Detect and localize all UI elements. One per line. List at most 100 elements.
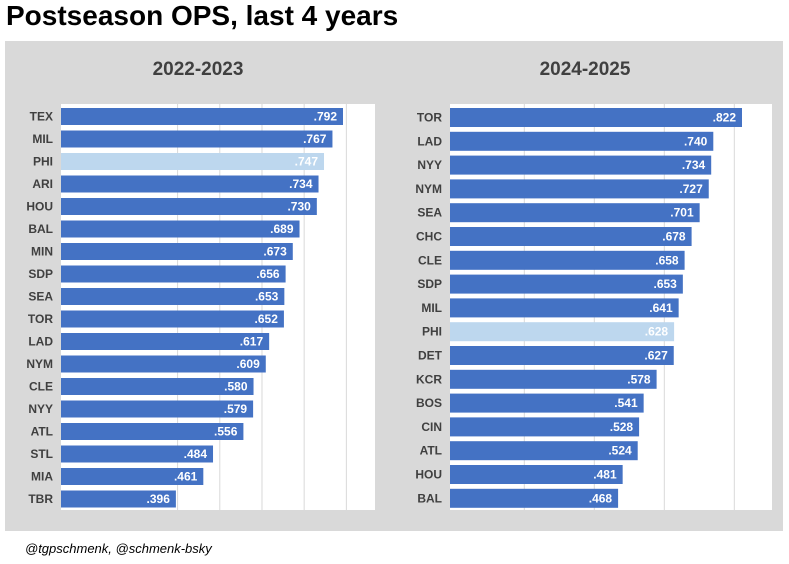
data-label: .396 <box>147 492 171 506</box>
tick-label: BOS <box>416 396 442 410</box>
bar-tbr <box>61 490 176 508</box>
tick-label: TOR <box>417 111 442 125</box>
tick-label: NYM <box>26 357 53 371</box>
data-label: .556 <box>214 425 238 439</box>
plot-area <box>61 104 375 510</box>
bar-cle <box>61 378 254 395</box>
tick-label: SDP <box>417 277 442 291</box>
tick-label: ARI <box>32 177 53 191</box>
bar-tor <box>61 310 284 328</box>
data-label: .653 <box>653 277 677 291</box>
data-label: .652 <box>255 312 279 326</box>
page-title: Postseason OPS, last 4 years <box>6 0 399 31</box>
bar-nyy <box>450 155 712 175</box>
tick-label: STL <box>30 447 53 461</box>
bar-mil <box>450 298 679 318</box>
data-label: .653 <box>255 290 279 304</box>
tick-label: NYY <box>417 158 442 172</box>
data-label: .628 <box>645 325 669 339</box>
data-label: .689 <box>270 222 294 236</box>
bar-bal <box>61 220 300 238</box>
bar-nyy <box>61 400 254 418</box>
tick-label: DET <box>418 349 443 363</box>
data-label: .578 <box>627 372 651 386</box>
bar-atl <box>450 441 638 461</box>
data-label: .579 <box>224 402 248 416</box>
bar-mia <box>61 468 204 485</box>
bar-lad <box>450 131 714 151</box>
data-label: .524 <box>608 444 632 458</box>
data-label: .734 <box>682 158 706 172</box>
data-label: .734 <box>289 177 313 191</box>
data-label: .792 <box>314 110 338 124</box>
credit-text: @tgpschmenk, @schmenk-bsky <box>25 541 212 556</box>
data-label: .484 <box>184 447 208 461</box>
tick-label: PHI <box>33 155 53 169</box>
tick-label: TBR <box>28 492 53 506</box>
tick-label: SDP <box>28 267 53 281</box>
tick-label: MIN <box>31 245 53 259</box>
data-label: .678 <box>662 230 686 244</box>
data-label: .541 <box>614 396 638 410</box>
tick-label: SEA <box>28 290 53 304</box>
data-label: .730 <box>287 200 311 214</box>
tick-label: LAD <box>28 335 53 349</box>
data-label: .747 <box>295 155 319 169</box>
bar-sdp <box>61 265 286 283</box>
bar-hou <box>450 465 623 484</box>
data-label: .727 <box>679 182 703 196</box>
tick-label: BAL <box>28 222 53 236</box>
data-label: .461 <box>174 470 198 484</box>
bar-nym <box>450 179 709 199</box>
data-label: .673 <box>263 245 287 259</box>
tick-label: ATL <box>31 425 53 439</box>
bar-atl <box>61 423 244 440</box>
bar-sdp <box>450 274 683 294</box>
bar-cle <box>450 250 685 270</box>
tick-label: CLE <box>29 380 53 394</box>
bar-lad <box>61 333 270 350</box>
tick-label: CLE <box>418 253 442 267</box>
bar-hou <box>61 198 317 215</box>
tick-label: TEX <box>30 110 53 124</box>
tick-label: MIL <box>421 301 442 315</box>
data-label: .528 <box>610 420 634 434</box>
bar-charts: TEX .792 MIL .767 PHI .747 ARI .734 HOU .730 BAL .6… <box>26 104 772 510</box>
tick-label: NYY <box>28 402 53 416</box>
tick-label: MIL <box>32 132 53 146</box>
bar-nym <box>61 355 266 373</box>
right-chart-title: 2024-2025 <box>539 59 631 80</box>
tick-label: PHI <box>422 325 442 339</box>
tick-label: CIN <box>421 420 442 434</box>
tick-label: MIA <box>31 470 53 484</box>
data-label: .701 <box>670 206 694 220</box>
bar-bos <box>450 393 644 413</box>
bar-chc <box>450 227 692 246</box>
bar-phi <box>61 153 325 170</box>
data-label: .740 <box>684 134 708 148</box>
data-label: .822 <box>713 111 737 125</box>
tick-label: ATL <box>420 444 442 458</box>
bar-sea <box>61 288 285 305</box>
data-label: .627 <box>644 349 668 363</box>
data-label: .580 <box>224 380 248 394</box>
bar-tor <box>450 108 742 127</box>
left-chart-title: 2022-2023 <box>152 59 244 80</box>
bar-tex <box>61 108 343 125</box>
data-label: .767 <box>303 132 327 146</box>
chart-1: TOR .822 LAD .740 NYY .734 NYM .727 SEA .701 CHC .6… <box>415 104 772 510</box>
bar-kcr <box>450 369 657 389</box>
bar-ari <box>61 175 319 193</box>
bar-mil <box>61 130 333 148</box>
chart-0: TEX .792 MIL .767 PHI .747 ARI .734 HOU .730 BAL .6… <box>26 104 375 510</box>
data-label: .468 <box>589 491 613 505</box>
data-label: .656 <box>256 267 280 281</box>
tick-label: HOU <box>415 468 442 482</box>
bar-det <box>450 346 674 365</box>
data-label: .481 <box>593 468 617 482</box>
data-label: .641 <box>649 301 673 315</box>
data-label: .658 <box>655 253 679 267</box>
tick-label: SEA <box>417 206 442 220</box>
bar-phi <box>450 322 675 342</box>
tick-label: LAD <box>417 134 442 148</box>
